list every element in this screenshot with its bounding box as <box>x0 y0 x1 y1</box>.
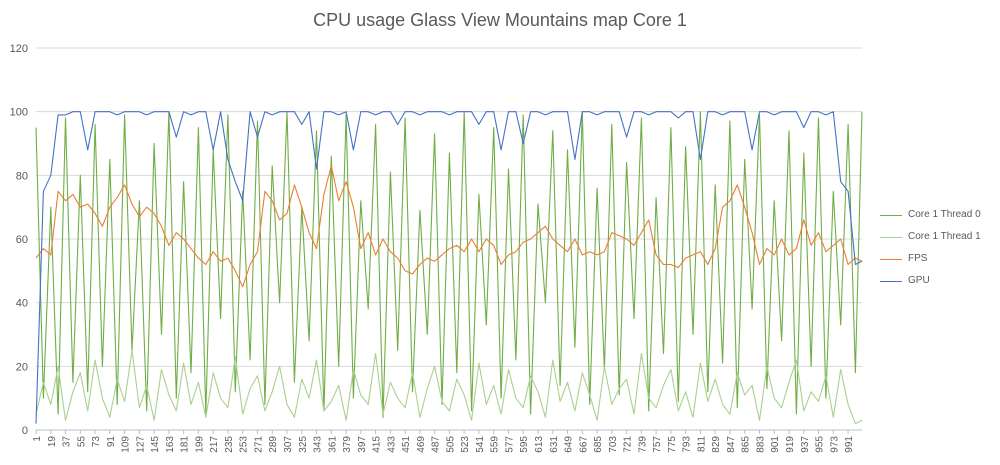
x-tick-label: 847 <box>726 436 737 453</box>
x-tick-label: 73 <box>91 436 102 448</box>
legend-item: FPS <box>878 252 981 274</box>
legend: Core 1 Thread 0 Core 1 Thread 1 FPS GPU <box>878 208 981 296</box>
x-tick-label: 919 <box>785 436 796 453</box>
x-tick-label: 253 <box>239 436 250 453</box>
series-line-fps <box>35 165 863 288</box>
x-tick-label: 955 <box>815 436 826 453</box>
x-tick-label: 361 <box>327 436 338 453</box>
y-tick-label: 120 <box>10 43 28 55</box>
x-tick-label: 415 <box>372 436 383 453</box>
series-line-core-1-thread-1 <box>35 349 863 425</box>
x-tick-label: 505 <box>445 436 456 453</box>
x-tick-label: 451 <box>401 436 412 453</box>
x-tick-label: 865 <box>741 436 752 453</box>
y-tick-label: 20 <box>16 361 28 373</box>
x-tick-label: 559 <box>490 436 501 453</box>
legend-swatch <box>880 215 902 216</box>
x-tick-label: 271 <box>253 436 264 453</box>
x-tick-label: 325 <box>298 436 309 453</box>
x-tick-label: 829 <box>711 436 722 453</box>
y-axis-ticks: 0 20 40 60 80 100 120 <box>10 43 28 437</box>
x-tick-label: 757 <box>652 436 663 453</box>
x-tick-label: 109 <box>121 436 132 453</box>
x-tick-label: 343 <box>313 436 324 453</box>
y-tick-label: 80 <box>16 170 28 182</box>
x-tick-label: 595 <box>519 436 530 453</box>
x-tick-label: 379 <box>342 436 353 453</box>
x-tick-label: 775 <box>667 436 678 453</box>
y-tick-label: 40 <box>16 298 28 310</box>
x-tick-label: 163 <box>165 436 176 453</box>
series-line-gpu <box>35 111 863 424</box>
x-tick-label: 523 <box>460 436 471 453</box>
x-tick-label: 739 <box>637 436 648 453</box>
x-tick-label: 811 <box>696 436 707 452</box>
x-tick-label: 37 <box>62 436 73 448</box>
x-tick-label: 901 <box>770 436 781 453</box>
x-tick-label: 577 <box>504 436 515 453</box>
y-tick-label: 60 <box>16 234 28 246</box>
legend-label: GPU <box>908 275 930 286</box>
x-tick-label: 55 <box>76 436 87 448</box>
legend-item: Core 1 Thread 0 <box>878 208 981 230</box>
x-tick-label: 181 <box>180 436 191 453</box>
x-tick-label: 793 <box>682 436 693 453</box>
x-tick-label: 937 <box>800 436 811 453</box>
x-tick-label: 397 <box>357 436 368 453</box>
x-tick-label: 307 <box>283 436 294 453</box>
legend-item: Core 1 Thread 1 <box>878 230 981 252</box>
x-tick-label: 883 <box>755 436 766 453</box>
x-tick-label: 289 <box>268 436 279 453</box>
legend-label: FPS <box>908 253 928 264</box>
legend-item: GPU <box>878 274 981 296</box>
x-tick-label: 541 <box>475 436 486 453</box>
x-tick-label: 19 <box>47 436 58 448</box>
x-tick-label: 217 <box>209 436 220 453</box>
x-tick-label: 973 <box>829 436 840 453</box>
x-tick-label: 721 <box>623 436 634 453</box>
legend-label: Core 1 Thread 1 <box>908 231 981 242</box>
x-tick-label: 649 <box>564 436 575 453</box>
y-tick-label: 100 <box>10 107 28 119</box>
x-tick-label: 631 <box>549 436 560 453</box>
x-tick-label: 1 <box>32 436 43 442</box>
series-line-core-1-thread-0 <box>35 111 863 418</box>
x-tick-label: 487 <box>431 436 442 453</box>
x-axis-ticks: 1 19 37 55 73 91 109 127 145 163 181 199 217 235 253 27… <box>32 430 855 453</box>
x-tick-label: 145 <box>150 436 161 453</box>
x-tick-label: 613 <box>534 436 545 453</box>
x-tick-label: 685 <box>593 436 604 453</box>
x-tick-label: 703 <box>608 436 619 453</box>
x-tick-label: 469 <box>416 436 427 453</box>
x-tick-label: 91 <box>106 436 117 448</box>
x-tick-label: 127 <box>135 436 146 453</box>
x-tick-label: 991 <box>844 436 855 453</box>
legend-swatch <box>880 237 902 238</box>
x-tick-label: 199 <box>194 436 205 453</box>
series-lines <box>35 111 863 425</box>
x-tick-label: 433 <box>386 436 397 453</box>
x-tick-label: 667 <box>578 436 589 453</box>
x-tick-label: 235 <box>224 436 235 453</box>
legend-label: Core 1 Thread 0 <box>908 209 981 220</box>
y-tick-label: 0 <box>22 425 28 437</box>
chart-title: CPU usage Glass View Mountains map Core … <box>313 10 687 30</box>
legend-swatch <box>880 281 902 282</box>
legend-swatch <box>880 259 902 260</box>
